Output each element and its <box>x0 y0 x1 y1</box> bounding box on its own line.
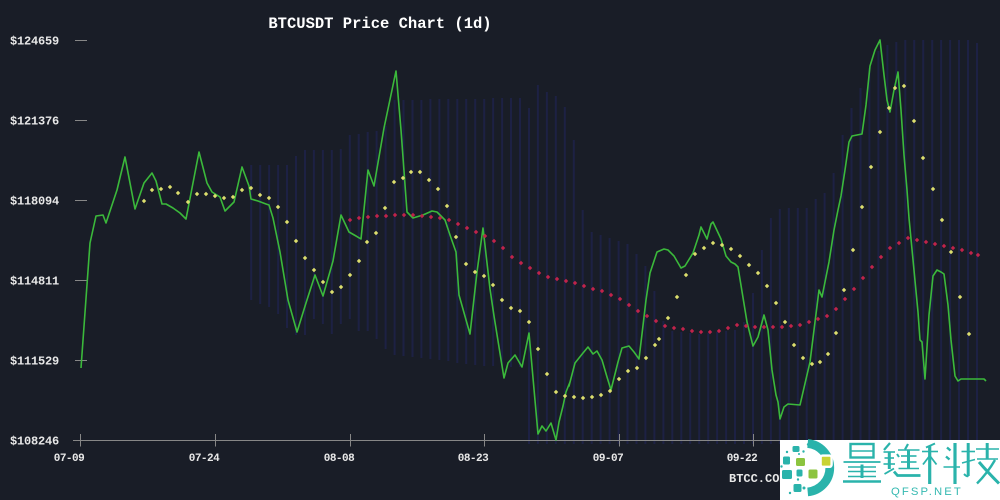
svg-text:BTCUSDT Price Chart (1d): BTCUSDT Price Chart (1d) <box>268 15 491 33</box>
svg-text:$118094: $118094 <box>10 195 59 209</box>
svg-text:BTCC.COM: BTCC.COM <box>729 472 787 486</box>
svg-text:$121376: $121376 <box>10 115 59 129</box>
svg-text:07-09: 07-09 <box>54 453 85 465</box>
svg-text:07-24: 07-24 <box>189 453 220 465</box>
svg-text:09-07: 09-07 <box>593 453 624 465</box>
svg-text:$114811: $114811 <box>10 275 59 289</box>
svg-text:09-22: 09-22 <box>727 453 758 465</box>
svg-text:08-08: 08-08 <box>324 453 355 465</box>
svg-text:08-23: 08-23 <box>458 453 489 465</box>
svg-text:$124659: $124659 <box>10 35 59 49</box>
svg-text:$111529: $111529 <box>10 355 59 369</box>
svg-text:QFSP.NET: QFSP.NET <box>891 486 963 498</box>
svg-text:$108246: $108246 <box>10 435 59 449</box>
